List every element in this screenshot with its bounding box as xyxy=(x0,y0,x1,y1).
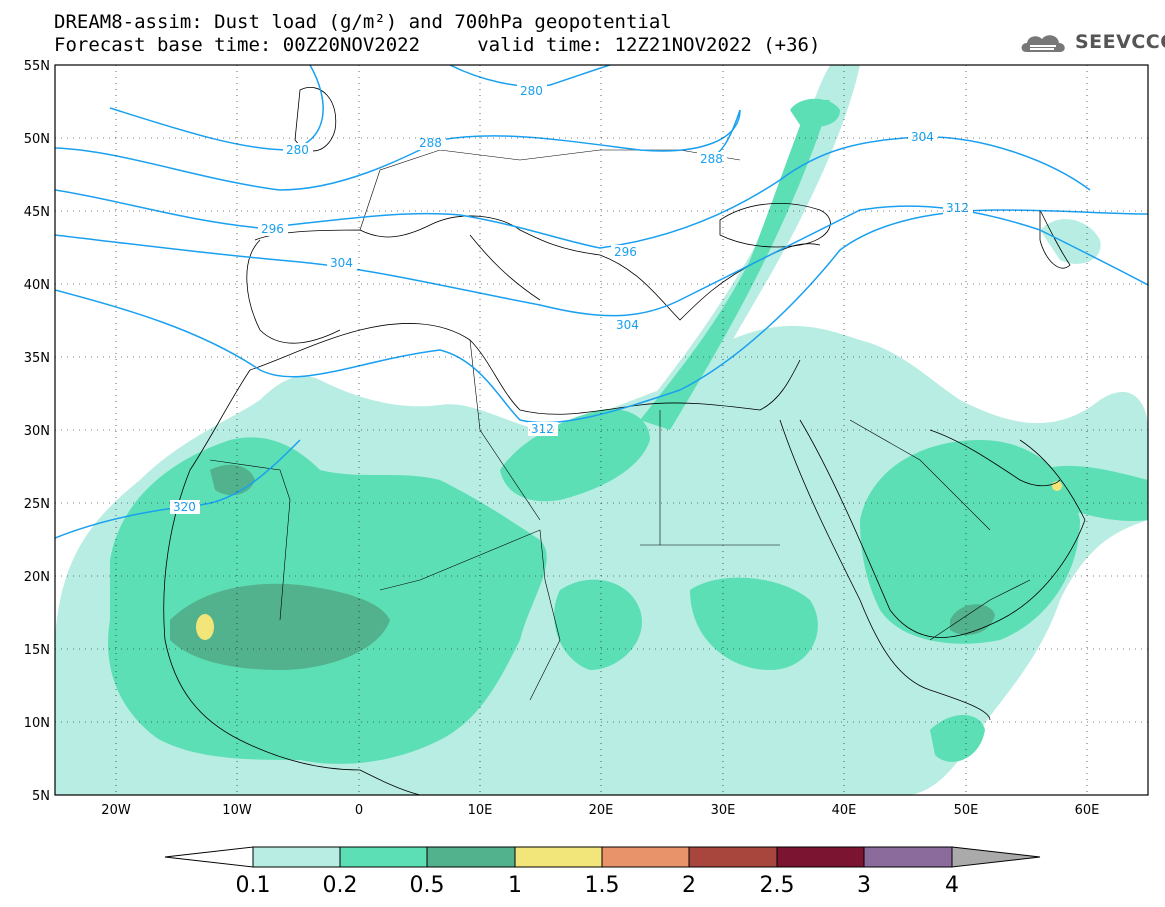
dust-area-sudan xyxy=(690,577,818,670)
contour-304 xyxy=(55,205,1148,317)
contour-label: 304 xyxy=(616,318,639,332)
map-title: DREAM8-assim: Dust load (g/m²) and 700hP… xyxy=(54,11,672,33)
dust-area-horn xyxy=(930,715,985,762)
lon-label: 50E xyxy=(954,803,979,818)
coastline-britain xyxy=(294,87,337,152)
coastline-europe xyxy=(254,215,821,321)
border-mali xyxy=(209,459,291,621)
cloud-logo-icon xyxy=(1021,35,1065,52)
contour-label: 312 xyxy=(946,201,969,215)
colorbar-tick-label: 0.1 xyxy=(236,873,271,898)
border-saudi xyxy=(849,419,991,531)
coastline-west-africa xyxy=(163,369,421,795)
lat-label: 20N xyxy=(24,570,50,585)
lat-label: 25N xyxy=(24,497,50,512)
contour-label: 296 xyxy=(261,222,284,236)
contour-312 xyxy=(55,209,1148,424)
lon-label: 40E xyxy=(832,803,857,818)
lat-label: 10N xyxy=(24,716,50,731)
logo-text: SEEVCCC xyxy=(1075,31,1165,53)
contour-label: 320 xyxy=(173,500,196,514)
border-europe xyxy=(359,149,741,231)
colorbar-tick-label: 1 xyxy=(508,873,522,898)
coastline-arabia xyxy=(799,419,1086,638)
border-chad xyxy=(529,579,561,701)
dust-plume-mid xyxy=(640,100,830,430)
dust-area-libya xyxy=(500,409,650,502)
dust-area-arabia xyxy=(860,440,1080,644)
contour-label: 304 xyxy=(911,130,934,144)
borders xyxy=(209,149,1031,701)
colorbar-tick-label: 0.2 xyxy=(323,873,358,898)
lat-label: 40N xyxy=(24,278,50,293)
dust-area-iran xyxy=(1040,465,1148,521)
contour-label: 296 xyxy=(614,245,637,259)
lat-label: 30N xyxy=(24,424,50,439)
dust-area-mauritania xyxy=(210,464,255,496)
colorbar-swatch xyxy=(252,846,341,868)
colorbar-tick-label: 3 xyxy=(857,873,871,898)
map-subtitle: Forecast base time: 00Z20NOV2022 valid t… xyxy=(54,34,821,56)
lon-label: 20W xyxy=(101,803,131,818)
coastline-iberia xyxy=(246,239,341,344)
lon-label: 20E xyxy=(589,803,614,818)
coastline-italy xyxy=(469,234,541,301)
coastline-caspian xyxy=(1039,209,1071,269)
colorbar: 0.1 0.2 0.5 1 1.5 2 2.5 3 4 xyxy=(164,846,1041,898)
dust-peak-senegal xyxy=(196,614,214,640)
contour-labels: 280 280 288 288 296 296 304 304 304 312 … xyxy=(170,84,973,514)
colorbar-tick-label: 0.5 xyxy=(410,873,445,898)
colorbar-tick-label: 2.5 xyxy=(760,873,795,898)
border-niger xyxy=(379,529,546,591)
contour-280 xyxy=(109,65,324,151)
contour-label: 312 xyxy=(531,422,554,436)
coastline-gulf xyxy=(929,429,1061,487)
colorbar-swatch xyxy=(426,846,516,868)
colorbar-tick-label: 2 xyxy=(682,873,696,898)
graticule xyxy=(55,65,1148,795)
colorbar-swatch xyxy=(339,846,428,868)
lon-label: 30E xyxy=(711,803,736,818)
coastlines xyxy=(163,87,1086,795)
coastline-red-sea xyxy=(779,419,991,721)
coastline-north-africa xyxy=(249,323,801,415)
lon-label: 10E xyxy=(468,803,493,818)
lon-label: 0 xyxy=(355,803,363,818)
colorbar-swatch xyxy=(514,846,603,868)
longitude-labels: 20W 10W 0 10E 20E 30E 40E 50E 60E xyxy=(101,803,1099,818)
lat-label: 50N xyxy=(24,132,50,147)
lat-label: 35N xyxy=(24,351,50,366)
dust-area-mali xyxy=(170,583,390,670)
dust-fields xyxy=(55,65,1148,795)
lat-label: 5N xyxy=(32,789,50,804)
latitude-labels: 55N 50N 45N 40N 35N 30N 25N 20N 15N 10N … xyxy=(24,59,50,804)
colorbar-swatch xyxy=(601,846,690,868)
colorbar-swatch xyxy=(688,846,778,868)
colorbar-low-arrow xyxy=(164,846,254,868)
colorbar-swatch xyxy=(776,846,865,868)
colorbar-tick-label: 1.5 xyxy=(585,873,620,898)
lat-label: 15N xyxy=(24,643,50,658)
contour-label: 280 xyxy=(286,143,309,157)
colorbar-tick-label: 4 xyxy=(945,873,959,898)
contour-label: 304 xyxy=(330,256,353,270)
dust-patch-caspian-light xyxy=(1040,219,1101,264)
dust-area-chad xyxy=(554,579,642,670)
lon-label: 10W xyxy=(222,803,252,818)
colorbar-high-arrow xyxy=(951,846,1041,868)
colorbar-swatch xyxy=(863,846,953,868)
border-yemen xyxy=(929,579,1031,641)
lon-label: 60E xyxy=(1075,803,1100,818)
coastline-black-sea xyxy=(719,203,831,248)
contour-288 xyxy=(55,109,741,191)
contour-label: 288 xyxy=(419,136,442,150)
contour-label: 280 xyxy=(520,84,543,98)
dust-area-ukraine xyxy=(790,98,840,127)
lat-label: 55N xyxy=(24,59,50,74)
border-algeria-libya xyxy=(469,339,541,521)
lat-label: 45N xyxy=(24,205,50,220)
contour-label: 288 xyxy=(700,152,723,166)
